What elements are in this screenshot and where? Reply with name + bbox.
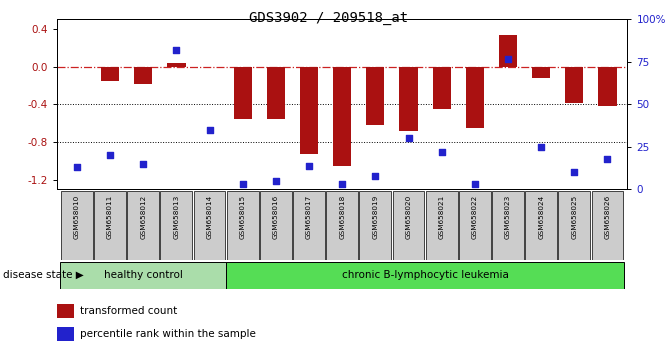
Bar	[260, 191, 292, 260]
Bar	[532, 67, 550, 78]
Point	[536, 144, 547, 150]
Point	[204, 127, 215, 133]
Bar	[366, 67, 384, 125]
Text: GSM658022: GSM658022	[472, 195, 478, 239]
Bar	[333, 67, 352, 166]
Bar	[94, 191, 126, 260]
Text: GSM658021: GSM658021	[439, 195, 445, 239]
Text: GSM658024: GSM658024	[538, 195, 544, 239]
Bar	[426, 191, 458, 260]
Bar	[227, 191, 258, 260]
Text: transformed count: transformed count	[80, 306, 177, 316]
Bar	[393, 191, 425, 260]
Bar	[57, 327, 74, 341]
Point	[436, 149, 447, 155]
Bar	[525, 191, 557, 260]
Bar	[293, 191, 325, 260]
Point	[270, 178, 281, 184]
Bar	[499, 35, 517, 67]
Text: GSM658016: GSM658016	[273, 195, 279, 239]
Bar	[459, 191, 491, 260]
Point	[138, 161, 148, 167]
Text: GSM658015: GSM658015	[240, 195, 246, 239]
Bar	[326, 191, 358, 260]
Point	[238, 182, 248, 187]
Text: GSM658014: GSM658014	[207, 195, 213, 239]
Bar	[360, 191, 391, 260]
Text: GSM658020: GSM658020	[405, 195, 411, 239]
Bar	[592, 191, 623, 260]
Text: GSM658019: GSM658019	[372, 195, 378, 239]
Bar	[167, 63, 185, 67]
Text: GSM658023: GSM658023	[505, 195, 511, 239]
Bar	[134, 67, 152, 84]
Point	[337, 182, 348, 187]
Bar	[194, 191, 225, 260]
Bar	[267, 67, 285, 119]
Bar	[127, 191, 159, 260]
Bar	[234, 67, 252, 119]
Bar	[399, 67, 417, 131]
Point	[602, 156, 613, 162]
Point	[304, 163, 315, 169]
Point	[105, 153, 115, 158]
Bar	[60, 262, 226, 289]
Point	[503, 56, 513, 61]
Bar	[466, 67, 484, 128]
Text: GDS3902 / 209518_at: GDS3902 / 209518_at	[249, 11, 409, 25]
Text: GSM658017: GSM658017	[306, 195, 312, 239]
Bar	[433, 67, 451, 109]
Bar	[599, 67, 617, 106]
Bar	[160, 191, 193, 260]
Text: GSM658018: GSM658018	[340, 195, 345, 239]
Text: GSM658012: GSM658012	[140, 195, 146, 239]
Text: percentile rank within the sample: percentile rank within the sample	[80, 329, 256, 339]
Text: GSM658013: GSM658013	[173, 195, 179, 239]
Bar	[558, 191, 590, 260]
Text: chronic B-lymphocytic leukemia: chronic B-lymphocytic leukemia	[342, 270, 509, 280]
Text: GSM658026: GSM658026	[605, 195, 611, 239]
Point	[370, 173, 380, 179]
Bar	[565, 67, 584, 103]
Text: GSM658011: GSM658011	[107, 195, 113, 239]
Point	[72, 165, 83, 170]
Point	[470, 182, 480, 187]
Point	[403, 136, 414, 141]
Bar	[101, 67, 119, 81]
Text: GSM658010: GSM658010	[74, 195, 80, 239]
Text: GSM658025: GSM658025	[571, 195, 577, 239]
Text: disease state ▶: disease state ▶	[3, 270, 84, 280]
Bar	[57, 304, 74, 318]
Bar	[61, 191, 93, 260]
Bar	[300, 67, 318, 154]
Bar	[226, 262, 624, 289]
Text: healthy control: healthy control	[104, 270, 183, 280]
Point	[171, 47, 182, 53]
Point	[569, 170, 580, 175]
Bar	[492, 191, 524, 260]
